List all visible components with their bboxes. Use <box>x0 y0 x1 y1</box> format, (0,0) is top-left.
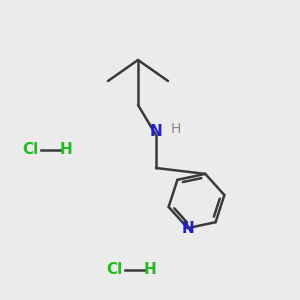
Text: H: H <box>60 142 72 158</box>
Text: H: H <box>170 122 181 136</box>
Text: Cl: Cl <box>22 142 38 158</box>
Text: Cl: Cl <box>106 262 122 278</box>
Text: N: N <box>181 220 194 236</box>
Text: N: N <box>150 124 162 140</box>
Text: H: H <box>144 262 156 278</box>
